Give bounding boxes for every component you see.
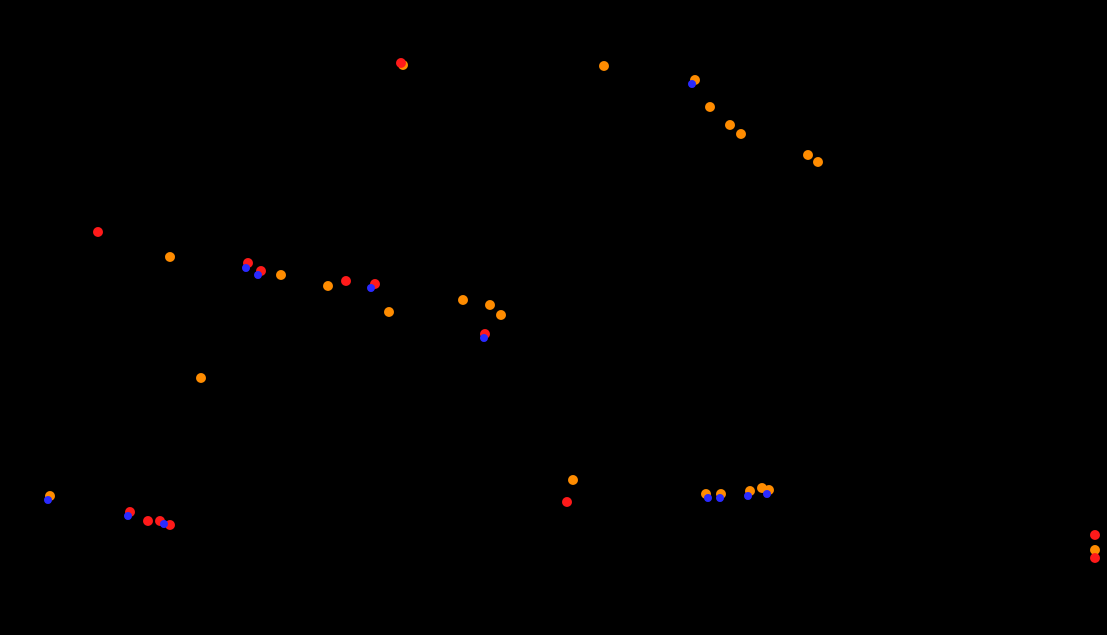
data-point bbox=[704, 494, 712, 502]
data-point bbox=[485, 300, 495, 310]
data-point bbox=[276, 270, 286, 280]
data-point bbox=[458, 295, 468, 305]
data-point bbox=[396, 58, 406, 68]
data-point bbox=[254, 271, 262, 279]
data-point bbox=[196, 373, 206, 383]
data-point bbox=[688, 80, 696, 88]
data-point bbox=[744, 492, 752, 500]
data-point bbox=[160, 520, 168, 528]
data-point bbox=[341, 276, 351, 286]
data-point bbox=[242, 264, 250, 272]
data-point bbox=[367, 284, 375, 292]
data-point bbox=[323, 281, 333, 291]
data-point bbox=[165, 252, 175, 262]
data-point bbox=[93, 227, 103, 237]
data-point bbox=[143, 516, 153, 526]
chart-background bbox=[0, 0, 1107, 635]
data-point bbox=[813, 157, 823, 167]
data-point bbox=[1090, 530, 1100, 540]
data-point bbox=[599, 61, 609, 71]
data-point bbox=[480, 334, 488, 342]
scatter-chart bbox=[0, 0, 1107, 635]
data-point bbox=[568, 475, 578, 485]
data-point bbox=[44, 496, 52, 504]
data-point bbox=[763, 490, 771, 498]
data-point bbox=[562, 497, 572, 507]
data-point bbox=[705, 102, 715, 112]
data-point bbox=[716, 494, 724, 502]
chart-svg bbox=[0, 0, 1107, 635]
data-point bbox=[736, 129, 746, 139]
data-point bbox=[496, 310, 506, 320]
data-point bbox=[384, 307, 394, 317]
data-point bbox=[725, 120, 735, 130]
data-point bbox=[124, 512, 132, 520]
data-point bbox=[1090, 553, 1100, 563]
data-point bbox=[803, 150, 813, 160]
